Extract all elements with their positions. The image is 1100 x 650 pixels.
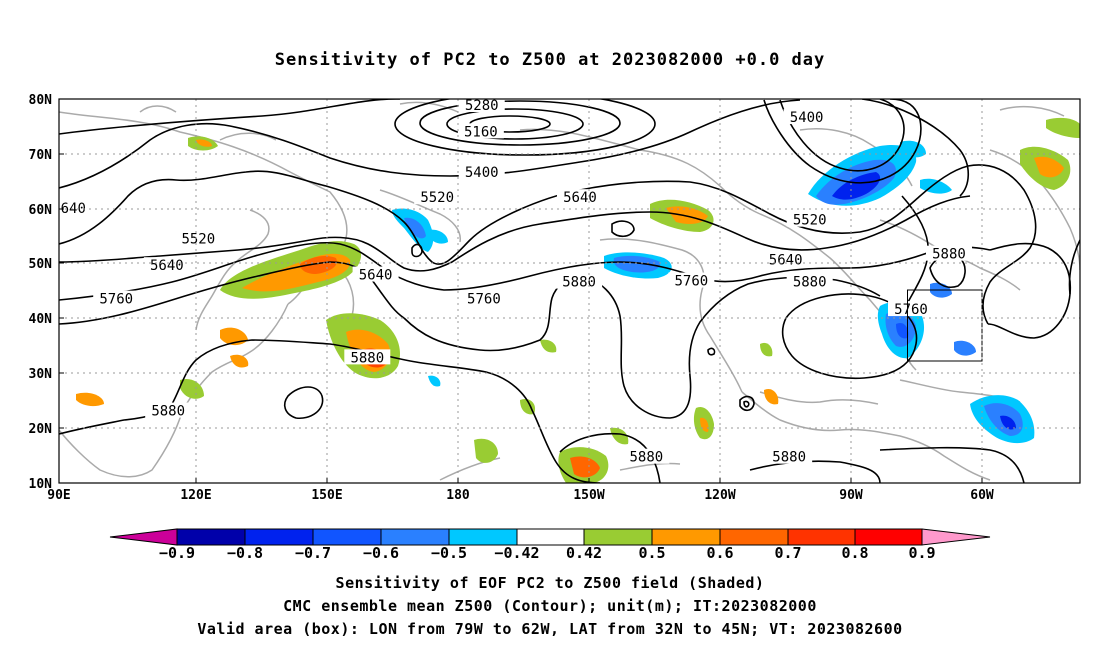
contour-label-bg <box>59 200 93 216</box>
contour-label-bg <box>458 163 505 179</box>
colorbar-segment <box>448 528 518 546</box>
colorbar-tick-label: 0.8 <box>841 544 868 562</box>
colorbar-tick-label: 0.42 <box>566 544 602 562</box>
contour-label-bg <box>414 189 461 205</box>
contour-label: 5880 <box>793 275 827 291</box>
contour-label: 5880 <box>630 450 664 466</box>
contour-label: 5760 <box>99 292 133 308</box>
colorbar-tick-label: 0.9 <box>908 544 935 562</box>
colorbar-tick-label: −0.9 <box>159 544 195 562</box>
contour-label: 5640 <box>563 190 597 206</box>
contour-label-bg <box>352 266 399 282</box>
map-gridlines <box>59 99 1080 483</box>
contour-label-bg <box>925 245 972 261</box>
contour-label-bg <box>888 301 935 317</box>
map-frame-bg <box>59 99 1080 483</box>
contour-label-bg <box>344 349 391 365</box>
contour-label-bg <box>457 123 504 139</box>
colorbar-tick-label: −0.7 <box>295 544 331 562</box>
lon-label: 180 <box>446 488 470 503</box>
contour-label: 5760 <box>674 274 708 290</box>
lon-label: 150E <box>311 488 342 503</box>
colorbar-tick-label: 0.5 <box>638 544 665 562</box>
lon-label: 120W <box>704 488 735 503</box>
colorbar-tick-label: −0.6 <box>363 544 399 562</box>
caption-shaded: Sensitivity of EOF PC2 to Z500 field (Sh… <box>335 574 765 592</box>
colorbar-segment <box>176 528 246 546</box>
map-frame <box>58 98 1081 484</box>
contour-label-bg <box>145 402 192 418</box>
colorbar-labels: −0.9 −0.8 −0.7 −0.6 −0.5 −0.42 0.42 0.5 0.6 0.7 0.… <box>159 544 936 562</box>
lon-label: 90W <box>839 488 863 503</box>
contour-label: 5880 <box>151 404 185 420</box>
contour-label-bg <box>175 230 222 246</box>
colorbar-segment <box>854 528 923 546</box>
lat-label: 70N <box>29 148 53 163</box>
contour-label: 5400 <box>790 110 824 126</box>
lon-label: 150W <box>573 488 604 503</box>
colorbar-segment <box>787 528 856 546</box>
colorbar-tick-label: 0.6 <box>706 544 733 562</box>
contour-label: 5520 <box>420 190 454 206</box>
contour-label-bg <box>93 290 140 306</box>
colorbar-segment <box>312 528 382 546</box>
contour-label: 5880 <box>562 275 596 291</box>
contour-label-bg <box>556 273 603 289</box>
contour-label: 5880 <box>772 450 806 466</box>
colorbar-segment <box>380 528 450 546</box>
lon-label: 120E <box>180 488 211 503</box>
contour-label: 5280 <box>465 98 499 114</box>
lat-label: 60N <box>29 203 53 218</box>
figure-title: Sensitivity of PC2 to Z500 at 2023082000… <box>274 50 826 70</box>
colorbar-segment <box>516 528 585 546</box>
lon-label: 90E <box>47 488 70 503</box>
contour-label-bg <box>786 273 833 289</box>
contour-label: 5520 <box>181 231 215 247</box>
contour-label: 5640 <box>359 268 393 284</box>
contour-label: 5160 <box>464 124 498 140</box>
contour-label-bg <box>783 109 830 125</box>
contour-label: 5640 <box>52 201 86 217</box>
map-ticks <box>59 98 983 484</box>
colorbar-segment <box>719 528 789 546</box>
contour-label: 5880 <box>350 350 384 366</box>
contour-label: 5760 <box>467 292 501 308</box>
lon-label: 60W <box>970 488 994 503</box>
colorbar-tick-label: −0.8 <box>227 544 263 562</box>
lat-label: 80N <box>29 93 53 108</box>
lat-label: 30N <box>29 367 53 382</box>
colorbar-segment <box>651 528 721 546</box>
contour-label-bg <box>143 257 190 273</box>
valid-area-box <box>907 289 983 362</box>
contour-label: 5400 <box>465 165 499 181</box>
contour-label-bg <box>458 99 505 113</box>
contour-label-bg <box>668 272 715 288</box>
colorbar-segment <box>583 528 653 546</box>
colorbar-arrow-high <box>921 528 991 546</box>
colorbar-segment <box>244 528 314 546</box>
lat-label: 10N <box>29 477 53 492</box>
lat-label: 40N <box>29 312 53 327</box>
contour-label: 5880 <box>932 247 966 263</box>
caption-valid-area: Valid area (box): LON from 79W to 62W, L… <box>197 620 903 638</box>
contour-label-bg <box>766 448 813 464</box>
contour-label: 5760 <box>894 302 928 318</box>
lat-label: 50N <box>29 257 53 272</box>
colorbar-tick-label: −0.42 <box>494 544 539 562</box>
colorbar-arrow-low <box>109 528 178 546</box>
contour-label: 5640 <box>150 258 184 274</box>
contour-label: 5520 <box>793 213 827 229</box>
z500-contours <box>59 99 1080 483</box>
lat-label: 20N <box>29 422 53 437</box>
colorbar-tick-label: −0.5 <box>431 544 467 562</box>
colorbar <box>109 528 991 546</box>
caption-contour: CMC ensemble mean Z500 (Contour); unit(m… <box>283 597 817 615</box>
contour-label-bg <box>460 290 507 306</box>
contour-label-bg <box>623 448 670 464</box>
colorbar-tick-label: 0.7 <box>774 544 801 562</box>
contour-label-bg <box>786 211 833 227</box>
contour-label-bg <box>556 189 603 205</box>
contour-label: 5640 <box>769 253 803 269</box>
